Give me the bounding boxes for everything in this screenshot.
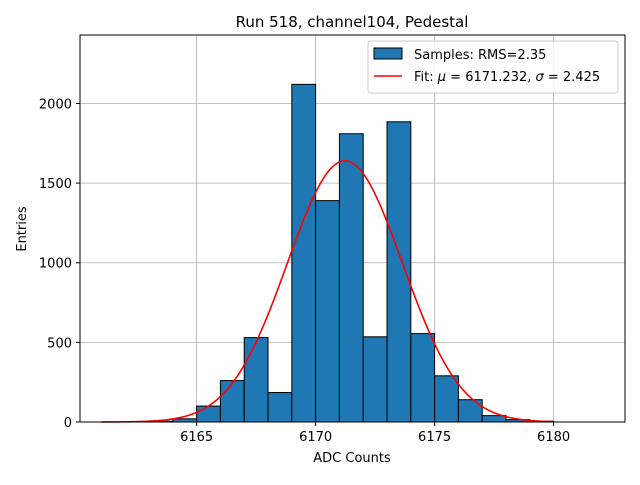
y-axis-label: Entries bbox=[15, 206, 30, 252]
x-tick-label: 6170 bbox=[299, 430, 332, 445]
legend-fit-sigma-value: = 2.425 bbox=[544, 70, 600, 85]
y-tick-label: 1000 bbox=[39, 257, 72, 272]
histogram-bar bbox=[362, 336, 388, 423]
legend-fit-sigma-symbol: σ bbox=[536, 70, 545, 85]
x-tick-label: 6165 bbox=[180, 430, 213, 445]
histogram-bar bbox=[196, 405, 221, 423]
y-tick-label: 2000 bbox=[39, 97, 72, 112]
histogram-bar bbox=[386, 121, 412, 423]
legend-label-fit: Fit: μ = 6171.232, σ = 2.425 bbox=[414, 70, 600, 85]
y-tick-label: 500 bbox=[47, 336, 72, 351]
histogram-bar bbox=[481, 415, 507, 423]
y-tick-label: 1500 bbox=[39, 177, 72, 192]
histogram-bar bbox=[457, 399, 483, 423]
histogram-bar bbox=[338, 133, 364, 423]
histogram-bar bbox=[410, 333, 436, 423]
x-axis-ticks: 6165 6170 6175 6180 bbox=[180, 422, 570, 445]
histogram-bar bbox=[267, 392, 293, 423]
y-axis-ticks: 0 500 1000 1500 2000 bbox=[39, 97, 80, 431]
legend-label-samples: Samples: RMS=2.35 bbox=[414, 48, 546, 63]
legend-fit-prefix: Fit: bbox=[414, 70, 438, 85]
legend-fit-mu-symbol: μ bbox=[437, 70, 446, 85]
histogram-bar bbox=[315, 200, 340, 423]
chart-title: Run 518, channel104, Pedestal bbox=[236, 13, 469, 31]
legend-box bbox=[367, 40, 619, 94]
histogram-bar bbox=[291, 83, 317, 423]
x-axis-label: ADC Counts bbox=[313, 451, 391, 466]
legend: Samples: RMS=2.35 Fit: μ = 6171.232, σ =… bbox=[367, 40, 619, 94]
histogram-bars bbox=[148, 83, 555, 423]
histogram-bar bbox=[219, 380, 245, 423]
legend-fit-mu-value: = 6171.232, bbox=[446, 70, 535, 85]
histogram-bar bbox=[434, 375, 459, 423]
x-tick-label: 6180 bbox=[537, 430, 570, 445]
histogram-bar bbox=[243, 337, 269, 423]
y-tick-label: 0 bbox=[64, 416, 72, 431]
plot-frame bbox=[79, 34, 626, 423]
legend-swatch-samples bbox=[373, 47, 403, 60]
x-tick-label: 6175 bbox=[418, 430, 451, 445]
fit-curve bbox=[101, 160, 554, 423]
